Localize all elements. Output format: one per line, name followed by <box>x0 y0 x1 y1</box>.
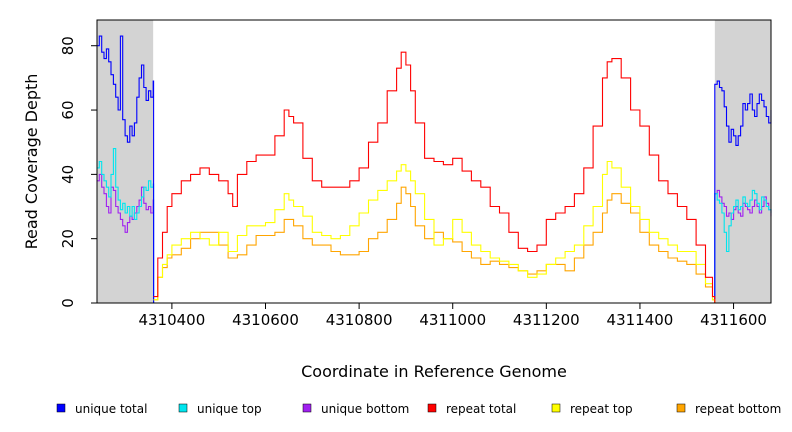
x-tick-label-4311600: 4311600 <box>700 311 767 329</box>
legend-label-unique-top: unique top <box>197 402 262 416</box>
legend-label-repeat-total: repeat total <box>446 402 516 416</box>
x-tick-label-4311000: 4311000 <box>419 311 486 329</box>
legend-label-repeat-top: repeat top <box>570 402 633 416</box>
legend-item-repeat-top: repeat top <box>551 402 633 416</box>
y-tick-label-40: 40 <box>59 165 77 184</box>
legend: unique total unique top unique bottom repea… <box>56 402 781 416</box>
y-tick-label-20: 20 <box>59 229 77 248</box>
legend-swatch-unique-top <box>178 403 188 413</box>
x-tick-label-4311200: 4311200 <box>513 311 580 329</box>
y-axis: 0 20 40 60 80 <box>59 36 97 308</box>
legend-item-unique-top: unique top <box>178 402 262 416</box>
legend-label-unique-bottom: unique bottom <box>321 402 409 416</box>
x-tick-label-4310800: 4310800 <box>326 311 393 329</box>
legend-label-repeat-bottom: repeat bottom <box>695 402 781 416</box>
shaded-region-2 <box>714 20 771 303</box>
x-tick-label-4311400: 4311400 <box>607 311 674 329</box>
series-lines <box>97 35 772 304</box>
legend-item-unique-total: unique total <box>56 402 147 416</box>
legend-swatch-unique-bottom <box>302 403 312 413</box>
x-axis-title: Coordinate in Reference Genome <box>301 362 567 381</box>
legend-item-repeat-total: repeat total <box>427 402 516 416</box>
y-tick-label-80: 80 <box>59 36 77 55</box>
legend-swatch-repeat-top <box>551 403 561 413</box>
legend-swatch-repeat-bottom <box>676 403 686 413</box>
y-tick-label-60: 60 <box>59 100 77 119</box>
x-axis: 4310400 4310600 4310800 4311000 4311200 43114… <box>138 303 767 329</box>
series-line-unique-total <box>97 35 772 304</box>
legend-swatch-unique-total <box>56 403 66 413</box>
legend-label-unique-total: unique total <box>75 402 147 416</box>
plot-frame <box>96 19 772 304</box>
y-axis-title: Read Coverage Depth <box>22 74 41 250</box>
x-tick-label-4310600: 4310600 <box>232 311 299 329</box>
x-tick-label-4310400: 4310400 <box>138 311 205 329</box>
shaded-region-1 <box>97 20 154 303</box>
legend-item-unique-bottom: unique bottom <box>302 402 409 416</box>
series-line-repeat-top <box>153 160 716 303</box>
y-tick-label-0: 0 <box>59 298 77 308</box>
legend-item-repeat-bottom: repeat bottom <box>676 402 781 416</box>
legend-swatch-repeat-total <box>427 403 437 413</box>
series-line-repeat-total <box>153 51 716 303</box>
